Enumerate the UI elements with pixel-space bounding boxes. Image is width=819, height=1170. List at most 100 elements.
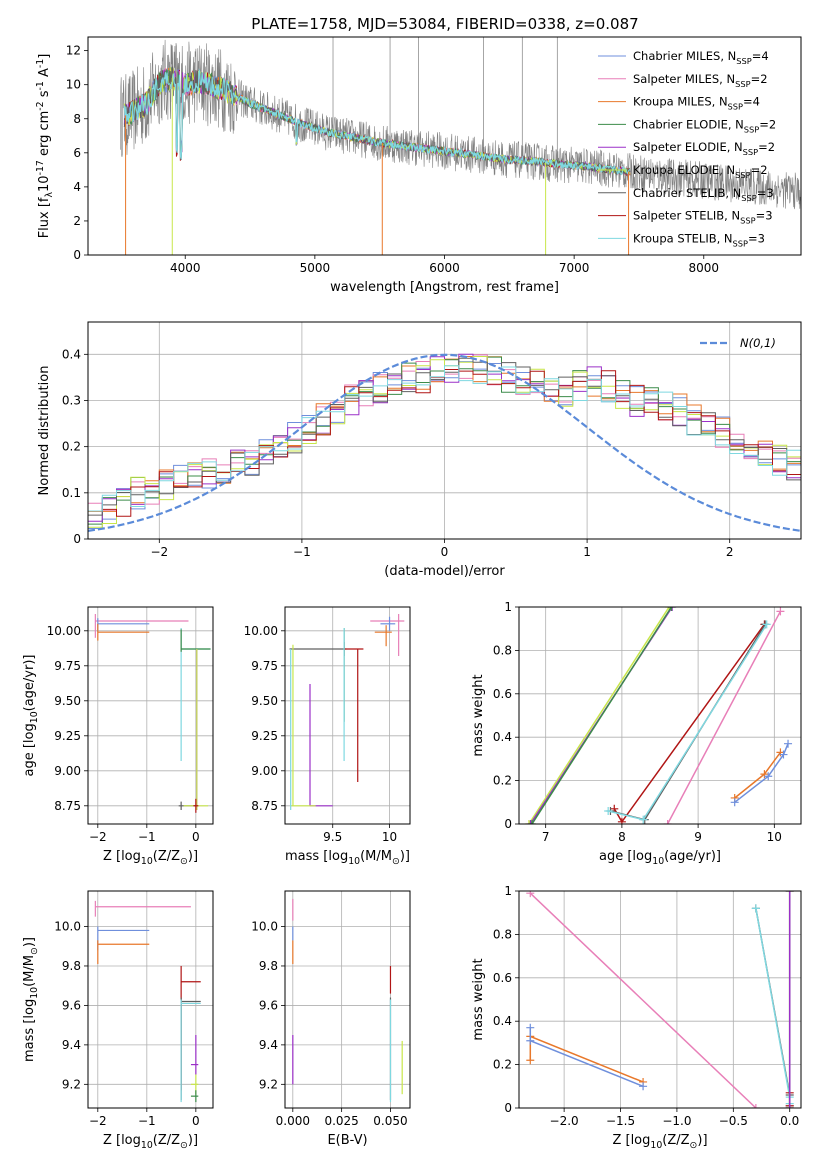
errorbar-point: [190, 1090, 199, 1103]
y-tick-label: 10.00: [47, 624, 81, 638]
weight-point-marker: [526, 820, 535, 824]
y-tick-label: 0.4: [493, 730, 512, 744]
y-tick-label: 9.6: [259, 998, 278, 1012]
x-tick-label: 1: [583, 545, 591, 559]
residual-histogram-chart: −2 −1 0 1 2 0 0.1 0.2 0.3 0.4 (data-model)/error No…: [37, 321, 802, 579]
weight-line-salpeter-miles: [529, 892, 757, 1108]
age-vs-Z-frame: [87, 606, 214, 825]
x-axis-label: E(B-V): [327, 1133, 367, 1148]
spectrum-legend: Chabrier MILES, NSSP=4 Salpeter MILES, NS…: [598, 49, 776, 248]
errorbar-point: [180, 629, 211, 652]
weight-point-marker: [751, 1104, 760, 1108]
weight-point-marker: [730, 798, 739, 807]
weight-point-marker: [526, 891, 535, 898]
x-tick-label: 4000: [170, 261, 201, 275]
y-tick-label: 10.0: [251, 920, 278, 934]
age-vs-mass-chart: 9.5 10 8.75 9.00 9.25 9.50 9.75 10.00 mass [log1…: [244, 606, 411, 867]
y-axis-label: mass weight: [471, 674, 486, 756]
y-tick-label: 9.8: [62, 959, 81, 973]
weight-point-marker: [784, 739, 793, 748]
weight-line-chabrier-miles: [734, 743, 789, 803]
normal-distribution-curve: [88, 353, 801, 532]
mass-vs-ebv-chart: 0.000 0.025 0.050 9.2 9.4 9.6 9.8 10.0 E(B-V): [251, 890, 411, 1148]
weight-point-marker: [762, 620, 771, 629]
y-tick-label: 1: [504, 884, 512, 898]
x-tick-label: 0: [441, 545, 449, 559]
weight-line-chabrier-elodie: [531, 607, 673, 824]
observed-spectrum-line: [120, 39, 801, 210]
y-tick-label: 9.2: [259, 1077, 278, 1091]
figure-title: PLATE=1758, MJD=53084, FIBERID=0338, z=0…: [251, 15, 638, 33]
weight-point-marker: [526, 1036, 535, 1045]
errorbar-point: [290, 644, 316, 807]
y-tick-label: 9.75: [251, 659, 278, 673]
age-vs-Z-plot-area: [94, 614, 211, 813]
legend-label: Kroupa STELIB, NSSP=3: [633, 231, 765, 248]
mass-vs-ebv-frame: [284, 890, 411, 1109]
y-tick-label: 0.1: [62, 486, 81, 500]
residual-histogram-plot-area: [88, 353, 801, 532]
y-tick-label: 9.50: [54, 694, 81, 708]
x-tick-label: −2: [89, 830, 107, 844]
y-tick-label: 0.3: [62, 393, 81, 407]
y-tick-label: 0.4: [493, 1014, 512, 1028]
spectrum-plot-area: [120, 37, 801, 255]
y-tick-label: 9.00: [251, 764, 278, 778]
y-tick-label: 10.0: [54, 920, 81, 934]
y-tick-label: 0.8: [493, 927, 512, 941]
x-tick-label: 7000: [559, 261, 590, 275]
y-tick-label: 9.2: [62, 1077, 81, 1091]
y-tick-label: 8.75: [54, 799, 81, 813]
y-tick-label: 2: [73, 214, 81, 228]
weight-point-marker: [667, 607, 676, 611]
x-tick-label: 8000: [688, 261, 719, 275]
weight-point-marker: [617, 817, 626, 824]
legend-label: Chabrier ELODIE, NSSP=2: [633, 117, 776, 134]
x-tick-label: 2: [726, 545, 734, 559]
y-tick-label: 9.25: [54, 729, 81, 743]
x-axis-label: wavelength [Angstrom, rest frame]: [330, 280, 559, 295]
x-tick-label: 0: [192, 1114, 200, 1128]
y-axis-label: Flux [fλ10-17 erg cm-2 s-1 A-1]: [35, 54, 55, 239]
x-axis-label: Z [log10(Z/Z⊙)]: [612, 1133, 707, 1151]
errorbar-point: [374, 625, 392, 647]
weight-point-marker: [604, 806, 613, 815]
histogram-legend: N(0,1): [700, 336, 776, 350]
y-tick-label: 12: [66, 44, 81, 58]
y-axis-label: mass weight: [471, 958, 486, 1040]
errorbar-point: [94, 900, 191, 917]
legend-label: Salpeter ELODIE, NSSP=2: [633, 140, 775, 157]
legend-label: N(0,1): [740, 336, 776, 350]
x-tick-label: 9.5: [323, 830, 342, 844]
legend-label: Kroupa ELODIE, NSSP=2: [633, 163, 768, 180]
weight-point-marker: [764, 772, 773, 781]
weight-vs-age-chart: 7 8 9 10 0 0.2 0.4 0.6 0.8 1 age [log10(age/yr)] ma…: [471, 600, 802, 867]
x-tick-label: 7: [542, 830, 550, 844]
mass-vs-Z-frame: [87, 890, 214, 1109]
y-tick-label: 0: [73, 532, 81, 546]
weight-point-marker: [751, 904, 760, 913]
legend-label: Chabrier STELIB, NSSP=3: [633, 186, 774, 203]
age-vs-Z-chart: −2 −1 0 8.75 9.00 9.25 9.50 9.75 10.00 Z [log10(Z…: [22, 606, 214, 867]
weight-point-marker: [526, 1023, 535, 1032]
errorbar-point: [370, 614, 405, 656]
y-tick-label: 0.2: [493, 774, 512, 788]
weight-point-marker: [785, 891, 794, 895]
x-axis-label: age [log10(age/yr)]: [599, 849, 721, 867]
weight-point-marker: [668, 607, 677, 611]
y-tick-label: 8: [73, 112, 81, 126]
weight-point-marker: [526, 1056, 535, 1065]
errorbar-point: [193, 798, 199, 813]
x-tick-label: 0: [192, 830, 200, 844]
errorbar-point: [190, 1035, 199, 1075]
legend-label: Chabrier MILES, NSSP=4: [633, 49, 769, 66]
y-tick-label: 9.00: [54, 764, 81, 778]
y-axis-label: age [log10(age/yr)]: [22, 655, 40, 777]
weight-point-marker: [639, 815, 648, 824]
y-tick-label: 9.4: [259, 1038, 278, 1052]
weight-vs-age-plot-area: [524, 607, 793, 824]
weight-vs-Z-frame: [518, 890, 802, 1109]
x-axis-label: Z [log10(Z/Z⊙)]: [103, 1133, 198, 1151]
x-tick-label: −0.5: [719, 1114, 748, 1128]
